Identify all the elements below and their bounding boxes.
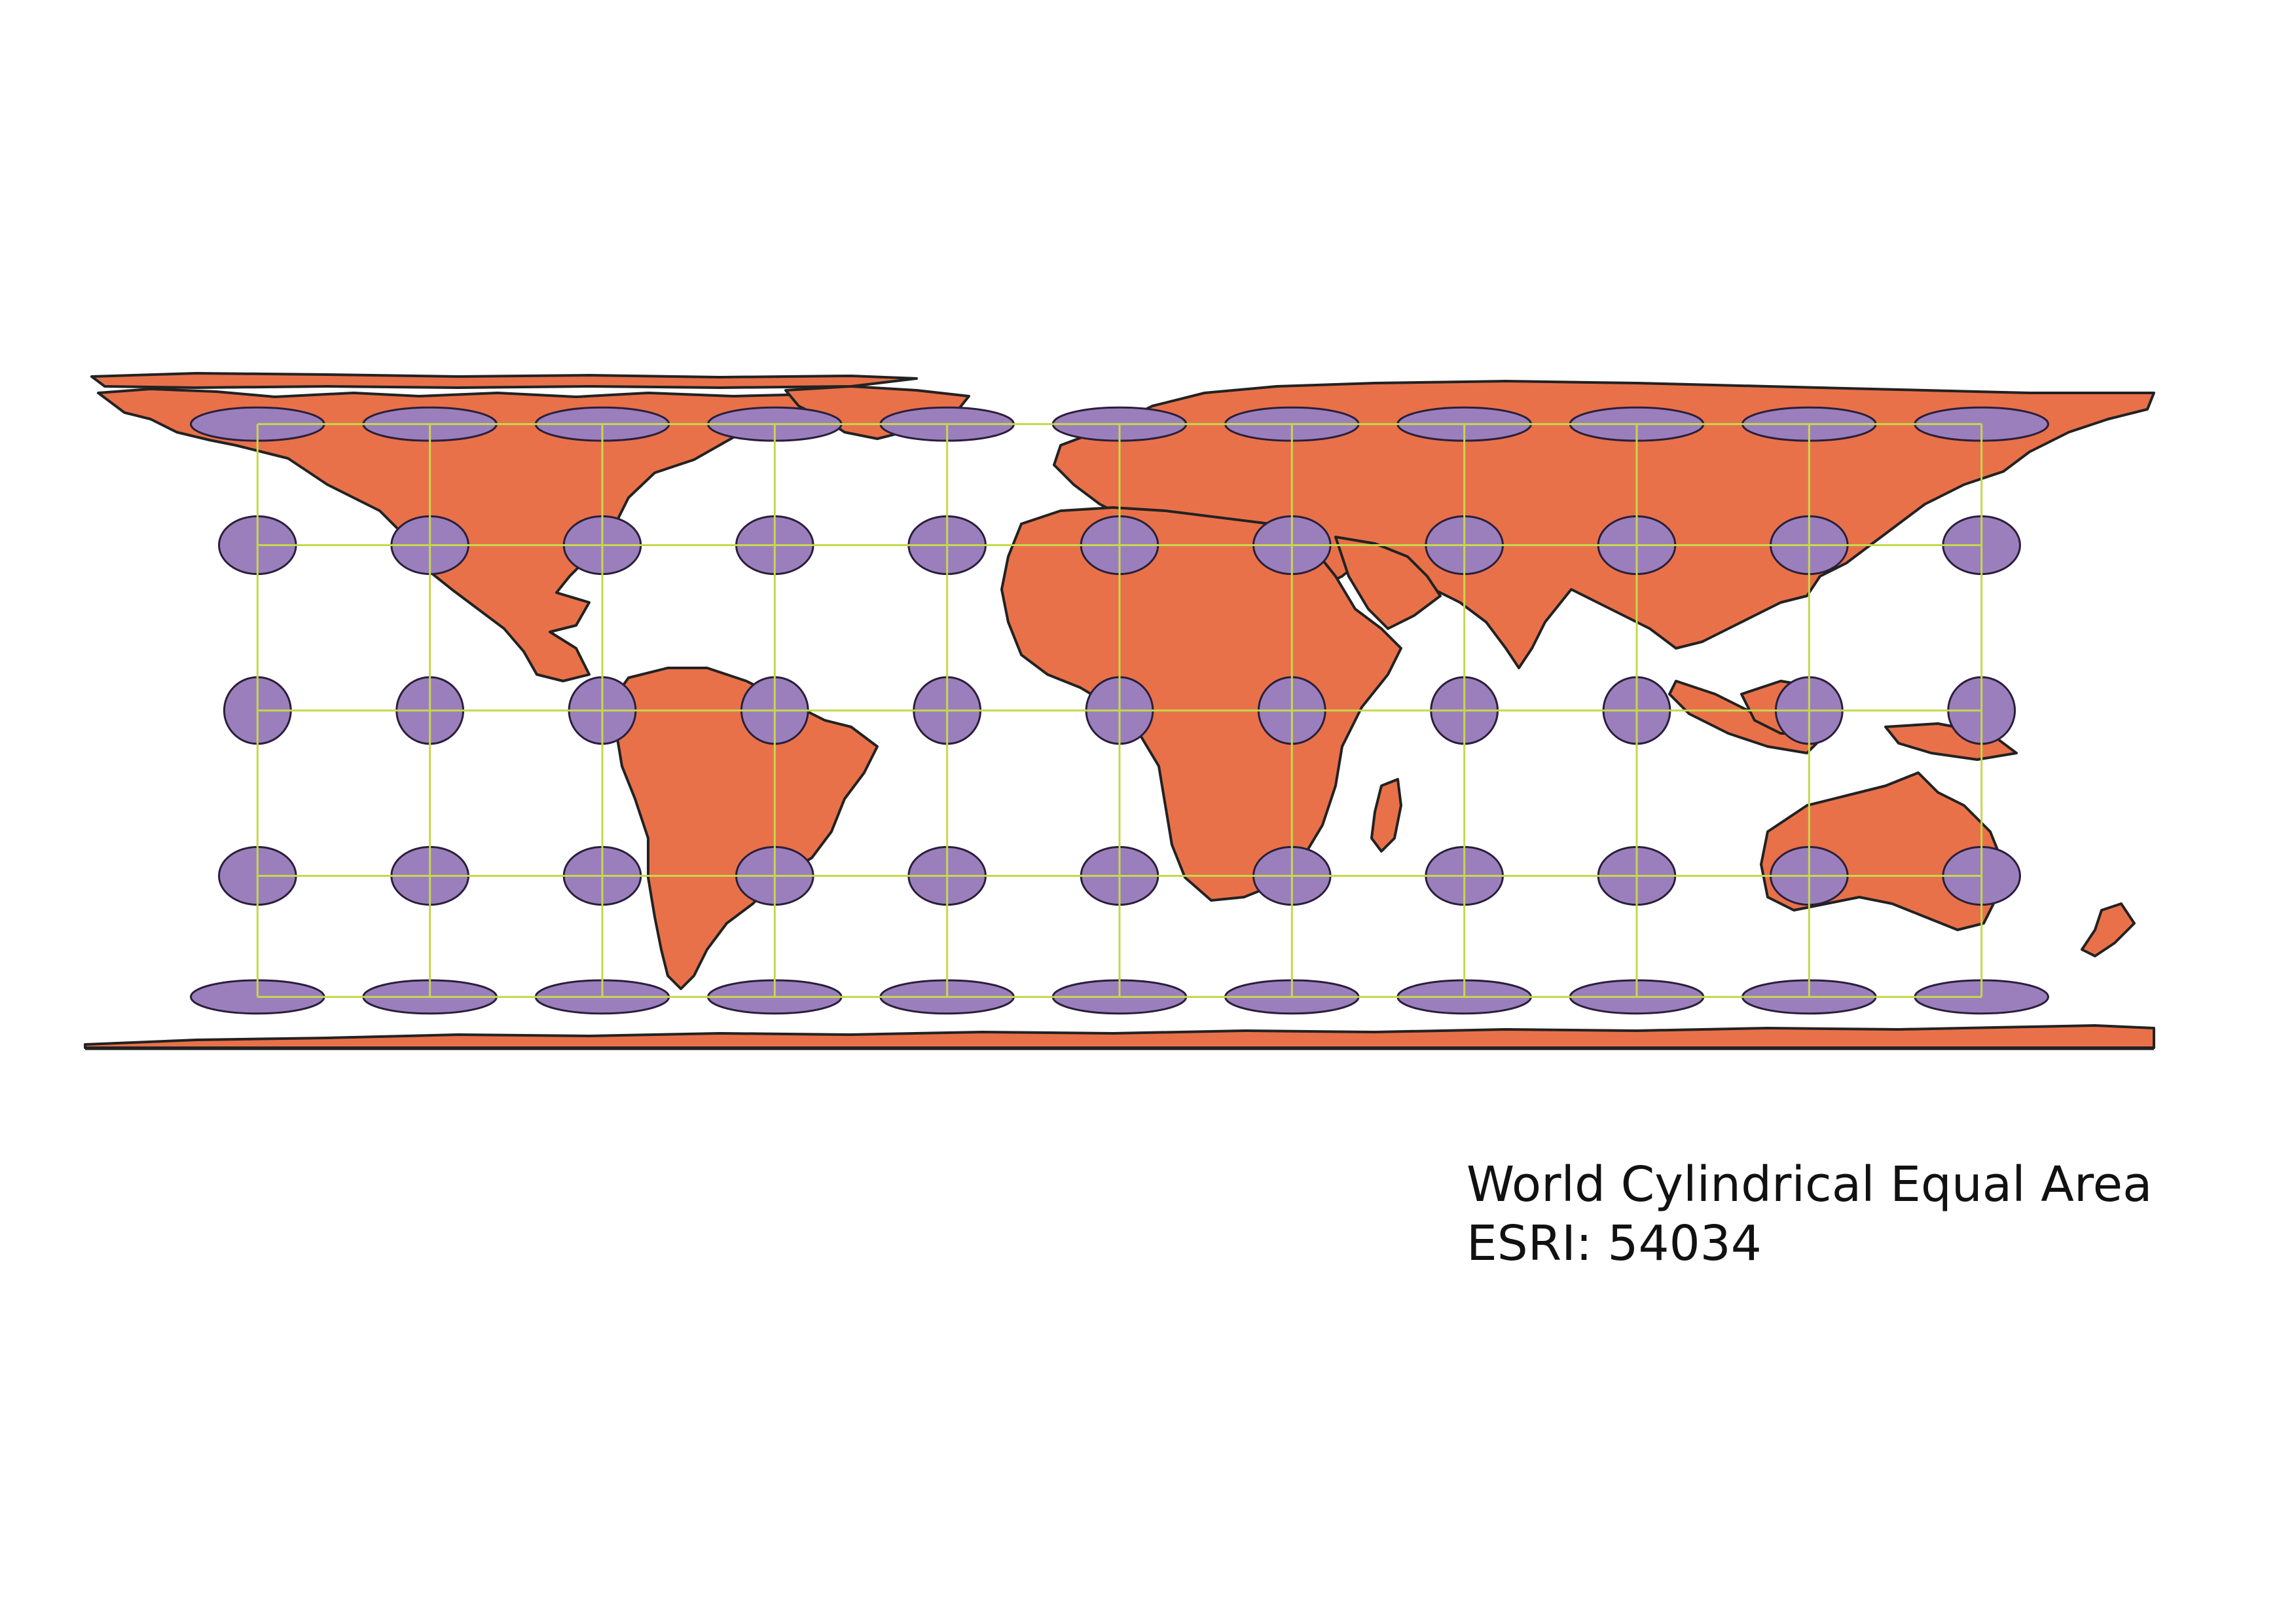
graticule (256, 423, 1983, 998)
land-new-zealand (2081, 902, 2136, 957)
projection-code: ESRI: 54034 (1467, 1215, 1762, 1272)
projection-title: World Cylindrical Equal Area (1467, 1156, 2153, 1213)
land-antarctica (84, 1024, 2155, 1049)
land-madagascar (1370, 778, 1402, 853)
land-north-america (97, 388, 852, 682)
land-arabia (1334, 536, 1442, 630)
land-indonesia (1668, 680, 1821, 754)
land-arctic-islands (90, 372, 918, 389)
